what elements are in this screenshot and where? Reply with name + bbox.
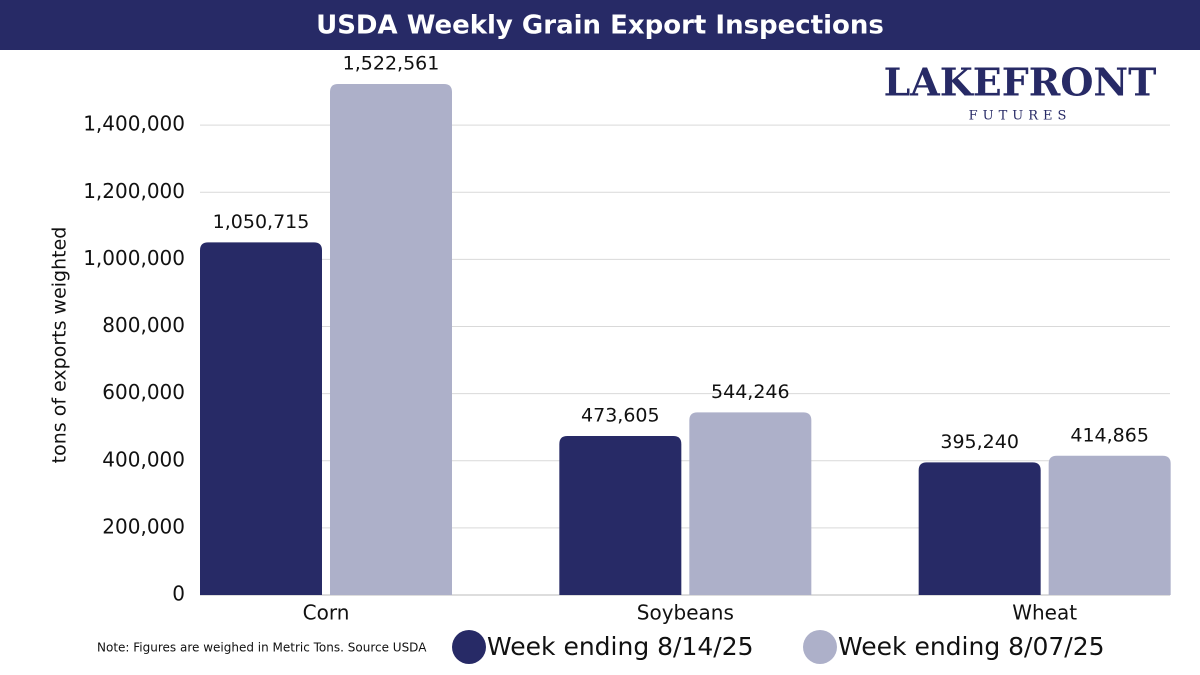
y-tick-label: 200,000 xyxy=(102,514,185,538)
bar xyxy=(1048,455,1171,595)
value-label: 414,865 xyxy=(1070,424,1149,446)
value-label: 395,240 xyxy=(940,431,1019,453)
bar xyxy=(918,462,1041,595)
logo-subtitle: FUTURES xyxy=(969,109,1072,124)
y-tick-label: 800,000 xyxy=(102,313,185,337)
legend-label: Week ending 8/14/25 xyxy=(487,632,754,661)
value-label: 473,605 xyxy=(581,405,660,427)
y-tick-label: 1,200,000 xyxy=(83,179,185,203)
x-tick-label: Corn xyxy=(303,601,350,625)
value-label: 1,050,715 xyxy=(213,211,310,233)
y-tick-label: 1,400,000 xyxy=(83,112,185,136)
bar xyxy=(559,436,682,595)
bar xyxy=(330,83,452,595)
title-banner xyxy=(0,0,1200,50)
x-tick-label: Soybeans xyxy=(637,601,734,625)
legend-label: Week ending 8/07/25 xyxy=(838,632,1105,661)
y-axis-label: tons of exports weighted xyxy=(49,227,71,464)
legend-swatch xyxy=(803,630,837,664)
note: Note: Figures are weighed in Metric Tons… xyxy=(97,641,427,655)
y-tick-label: 0 xyxy=(172,582,185,606)
value-label: 544,246 xyxy=(711,381,790,403)
legend-swatch xyxy=(452,630,486,664)
bar xyxy=(200,242,322,596)
chart-title: USDA Weekly Grain Export Inspections xyxy=(316,11,884,41)
value-label: 1,522,561 xyxy=(343,52,440,74)
y-tick-label: 600,000 xyxy=(102,380,185,404)
x-tick-label: Wheat xyxy=(1012,601,1077,625)
bar xyxy=(689,412,812,595)
y-tick-label: 400,000 xyxy=(102,447,185,471)
y-tick-label: 1,000,000 xyxy=(83,246,185,270)
logo-name: LAKEFRONT xyxy=(884,60,1157,105)
